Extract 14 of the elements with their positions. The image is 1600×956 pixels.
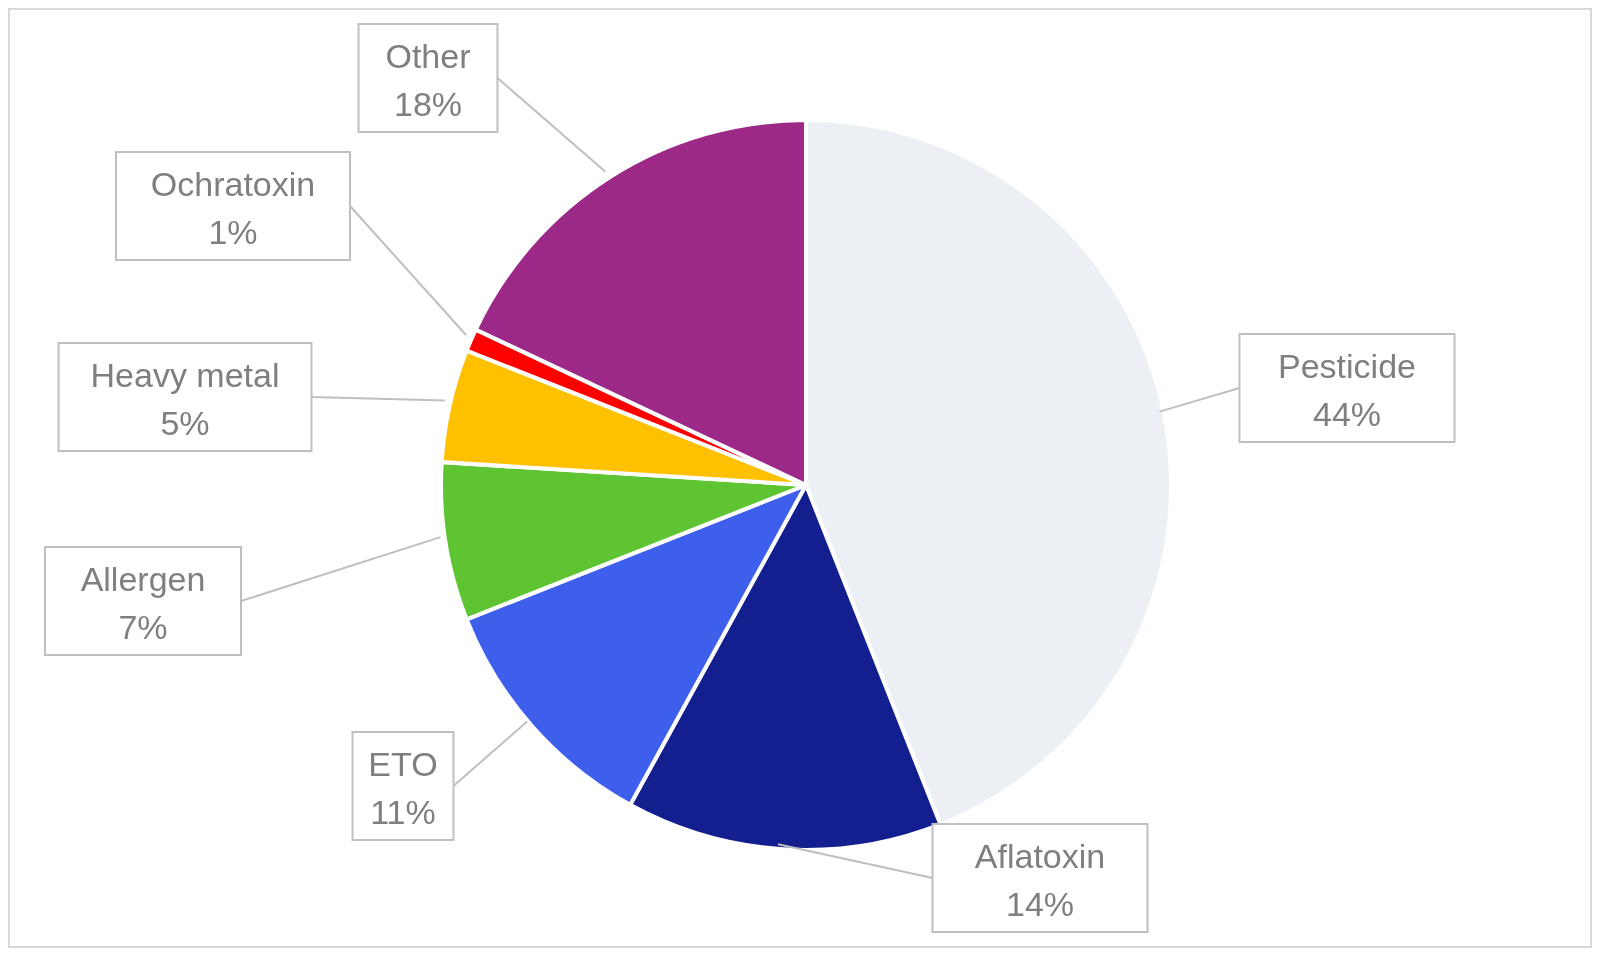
data-label: 14% xyxy=(1005,885,1075,923)
slice-label: Other xyxy=(385,37,471,75)
slice-label: Ochratoxin xyxy=(150,165,316,203)
data-label: 18% xyxy=(393,85,463,123)
slice-label: Allergen xyxy=(80,560,206,598)
slice-label: Heavy metal xyxy=(90,356,280,394)
data-label: 11% xyxy=(370,793,436,831)
data-label: 44% xyxy=(1312,395,1382,433)
slice-label: Pesticide xyxy=(1278,347,1416,385)
data-label: 1% xyxy=(208,213,258,251)
slice-label: Aflatoxin xyxy=(974,837,1106,875)
data-label: 5% xyxy=(160,404,210,442)
slice-label: ETO xyxy=(368,745,438,783)
data-label: 7% xyxy=(118,608,168,646)
